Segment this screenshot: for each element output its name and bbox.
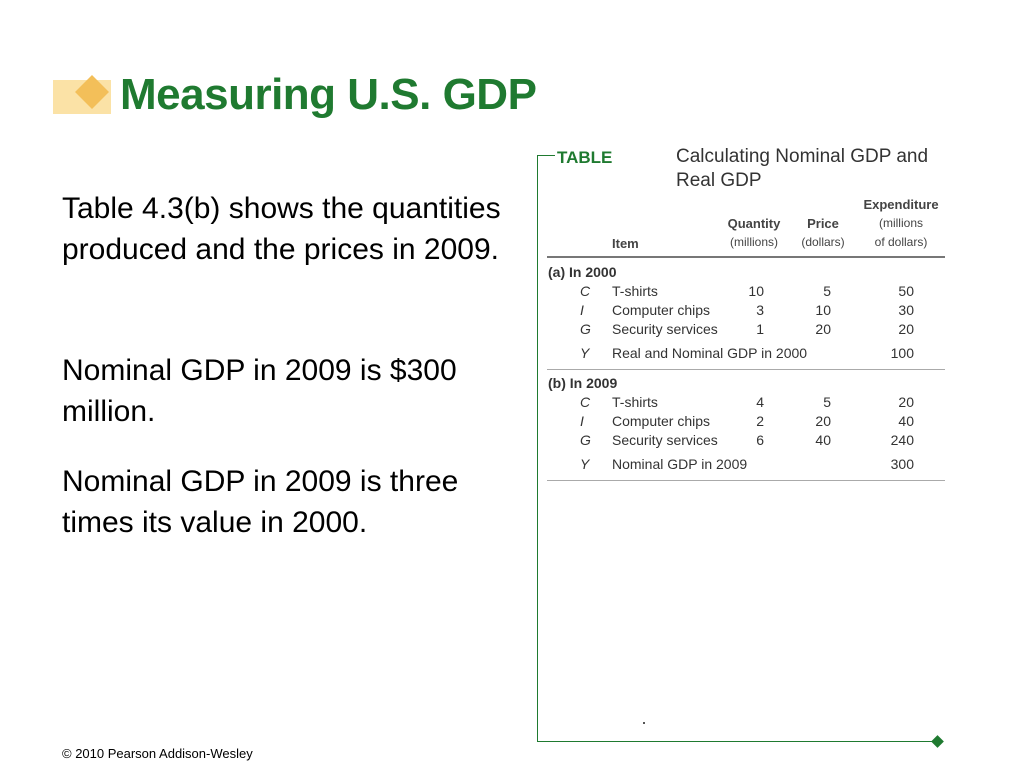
row-expenditure: 30 — [898, 302, 914, 318]
row-expenditure: 100 — [890, 345, 914, 361]
table-row: G Security services 6 40 240 — [548, 432, 946, 451]
row-quantity: 1 — [756, 321, 764, 337]
row-quantity: 3 — [756, 302, 764, 318]
header-price-line-1: Price — [807, 216, 839, 231]
header-expenditure: Expenditure (millions of dollars) — [855, 195, 947, 252]
table-row: C T-shirts 4 5 20 — [548, 394, 946, 413]
header-expenditure-line-3: of dollars) — [874, 235, 928, 249]
table-row: I Computer chips 3 10 30 — [548, 302, 946, 321]
table-row-total: Y Real and Nominal GDP in 2000 100 — [548, 345, 946, 364]
row-quantity: 10 — [748, 283, 764, 299]
row-item: T-shirts — [612, 283, 658, 299]
header-price-line-2: (dollars) — [801, 235, 845, 249]
row-price: 5 — [823, 394, 831, 410]
row-symbol: G — [580, 432, 591, 448]
row-item: T-shirts — [612, 394, 658, 410]
frame-end-diamond-icon — [931, 735, 944, 748]
header-expenditure-line-2: (millions — [878, 216, 923, 230]
row-symbol: I — [580, 413, 584, 429]
header-quantity-line-1: Quantity — [727, 216, 781, 231]
row-item: Real and Nominal GDP in 2000 — [612, 345, 808, 361]
section-b-label: (b) In 2009 — [548, 375, 618, 391]
header-expenditure-line-1: Expenditure — [863, 197, 939, 212]
header-rule — [547, 256, 945, 258]
table-end-rule — [547, 480, 945, 481]
row-price: 20 — [815, 321, 831, 337]
row-expenditure: 40 — [898, 413, 914, 429]
paragraph-2: Nominal GDP in 2009 is $300 million. — [62, 354, 457, 428]
table-label: TABLE — [557, 148, 613, 167]
section-a-label: (a) In 2000 — [548, 264, 617, 280]
row-item: Security services — [612, 321, 718, 337]
row-expenditure: 240 — [890, 432, 914, 448]
row-expenditure: 20 — [898, 394, 914, 410]
table-frame-left — [537, 155, 538, 742]
row-expenditure: 20 — [898, 321, 914, 337]
row-price: 5 — [823, 283, 831, 299]
table-row-total: Y Nominal GDP in 2009 300 — [548, 456, 946, 475]
row-item: Computer chips — [612, 413, 711, 429]
header-item: Item — [612, 236, 639, 251]
frame-dot — [643, 722, 645, 724]
header-price: Price (dollars) — [792, 214, 854, 252]
table-row: I Computer chips 2 20 40 — [548, 413, 946, 432]
row-symbol: G — [580, 321, 591, 337]
row-symbol: I — [580, 302, 584, 318]
header-quantity-line-2: (millions) — [730, 235, 778, 249]
row-symbol: C — [580, 394, 591, 410]
paragraph-3: Nominal GDP in 2009 is three times its v… — [62, 465, 459, 539]
table-row: G Security services 1 20 20 — [548, 321, 946, 340]
row-price: 40 — [815, 432, 831, 448]
row-expenditure: 300 — [890, 456, 914, 472]
row-item: Security services — [612, 432, 718, 448]
slide-title: Measuring U.S. GDP — [120, 70, 537, 119]
table-title: Calculating Nominal GDP and Real GDP — [676, 146, 929, 191]
header-quantity: Quantity (millions) — [720, 214, 788, 252]
row-symbol: C — [580, 283, 591, 299]
row-quantity: 6 — [756, 432, 764, 448]
row-symbol: Y — [580, 345, 590, 361]
row-price: 20 — [815, 413, 831, 429]
row-price: 10 — [815, 302, 831, 318]
row-symbol: Y — [580, 456, 590, 472]
paragraph-1: Table 4.3(b) shows the quantities produc… — [62, 192, 501, 266]
section-rule — [547, 369, 945, 370]
table-frame-bottom — [537, 741, 934, 742]
copyright-footer: © 2010 Pearson Addison-Wesley — [62, 746, 253, 761]
row-expenditure: 50 — [898, 283, 914, 299]
table-frame-top — [537, 155, 555, 156]
row-quantity: 4 — [756, 394, 764, 410]
row-item: Nominal GDP in 2009 — [612, 456, 748, 472]
table-row: C T-shirts 10 5 50 — [548, 283, 946, 302]
row-quantity: 2 — [756, 413, 764, 429]
row-item: Computer chips — [612, 302, 711, 318]
